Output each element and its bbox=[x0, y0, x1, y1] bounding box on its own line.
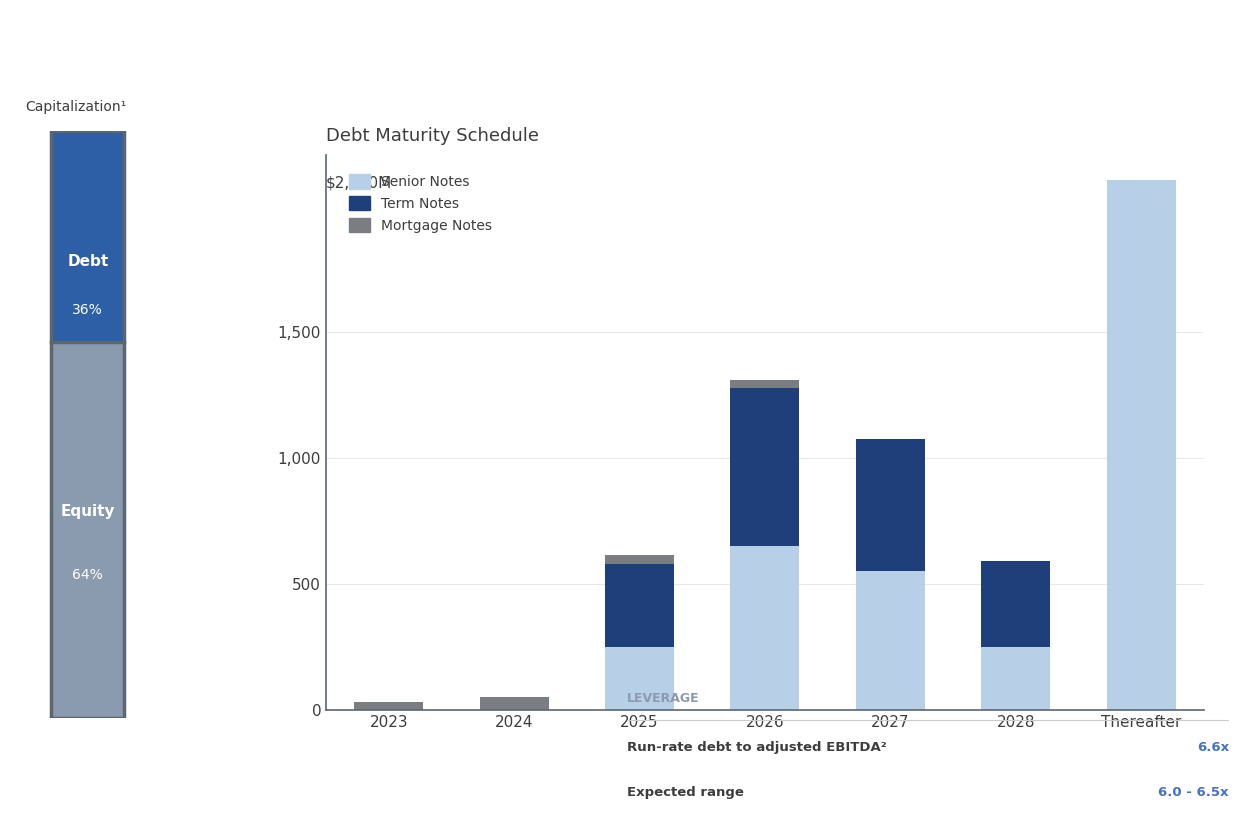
Bar bbox=[606, 647, 675, 710]
Text: Capitalization¹: Capitalization¹ bbox=[25, 100, 127, 114]
Bar bbox=[1106, 180, 1175, 710]
Bar bbox=[479, 698, 549, 710]
Text: Run-rate debt to adjusted EBITDA²: Run-rate debt to adjusted EBITDA² bbox=[627, 741, 887, 753]
Text: 36%: 36% bbox=[73, 304, 103, 317]
Legend: Senior Notes, Term Notes, Mortgage Notes: Senior Notes, Term Notes, Mortgage Notes bbox=[342, 167, 499, 240]
Text: Debt Maturity Schedule: Debt Maturity Schedule bbox=[326, 127, 539, 145]
Bar bbox=[606, 555, 675, 564]
Text: Expected range: Expected range bbox=[627, 786, 744, 799]
Text: LEVERAGE: LEVERAGE bbox=[627, 692, 700, 704]
Text: Debt: Debt bbox=[68, 255, 108, 269]
Bar bbox=[730, 379, 800, 388]
Text: Equity: Equity bbox=[60, 503, 115, 519]
Text: $2,000M: $2,000M bbox=[326, 175, 393, 190]
Bar bbox=[981, 561, 1050, 647]
Bar bbox=[51, 342, 124, 718]
Bar bbox=[855, 439, 925, 571]
Bar bbox=[354, 703, 424, 710]
Bar bbox=[981, 647, 1050, 710]
Bar bbox=[730, 388, 800, 546]
Bar bbox=[855, 571, 925, 710]
Text: 6.0 - 6.5x: 6.0 - 6.5x bbox=[1159, 786, 1229, 799]
Bar bbox=[606, 564, 675, 647]
Bar bbox=[730, 546, 800, 710]
Text: 64%: 64% bbox=[73, 568, 103, 582]
Text: 6.6x: 6.6x bbox=[1196, 741, 1229, 753]
Bar bbox=[51, 131, 124, 342]
